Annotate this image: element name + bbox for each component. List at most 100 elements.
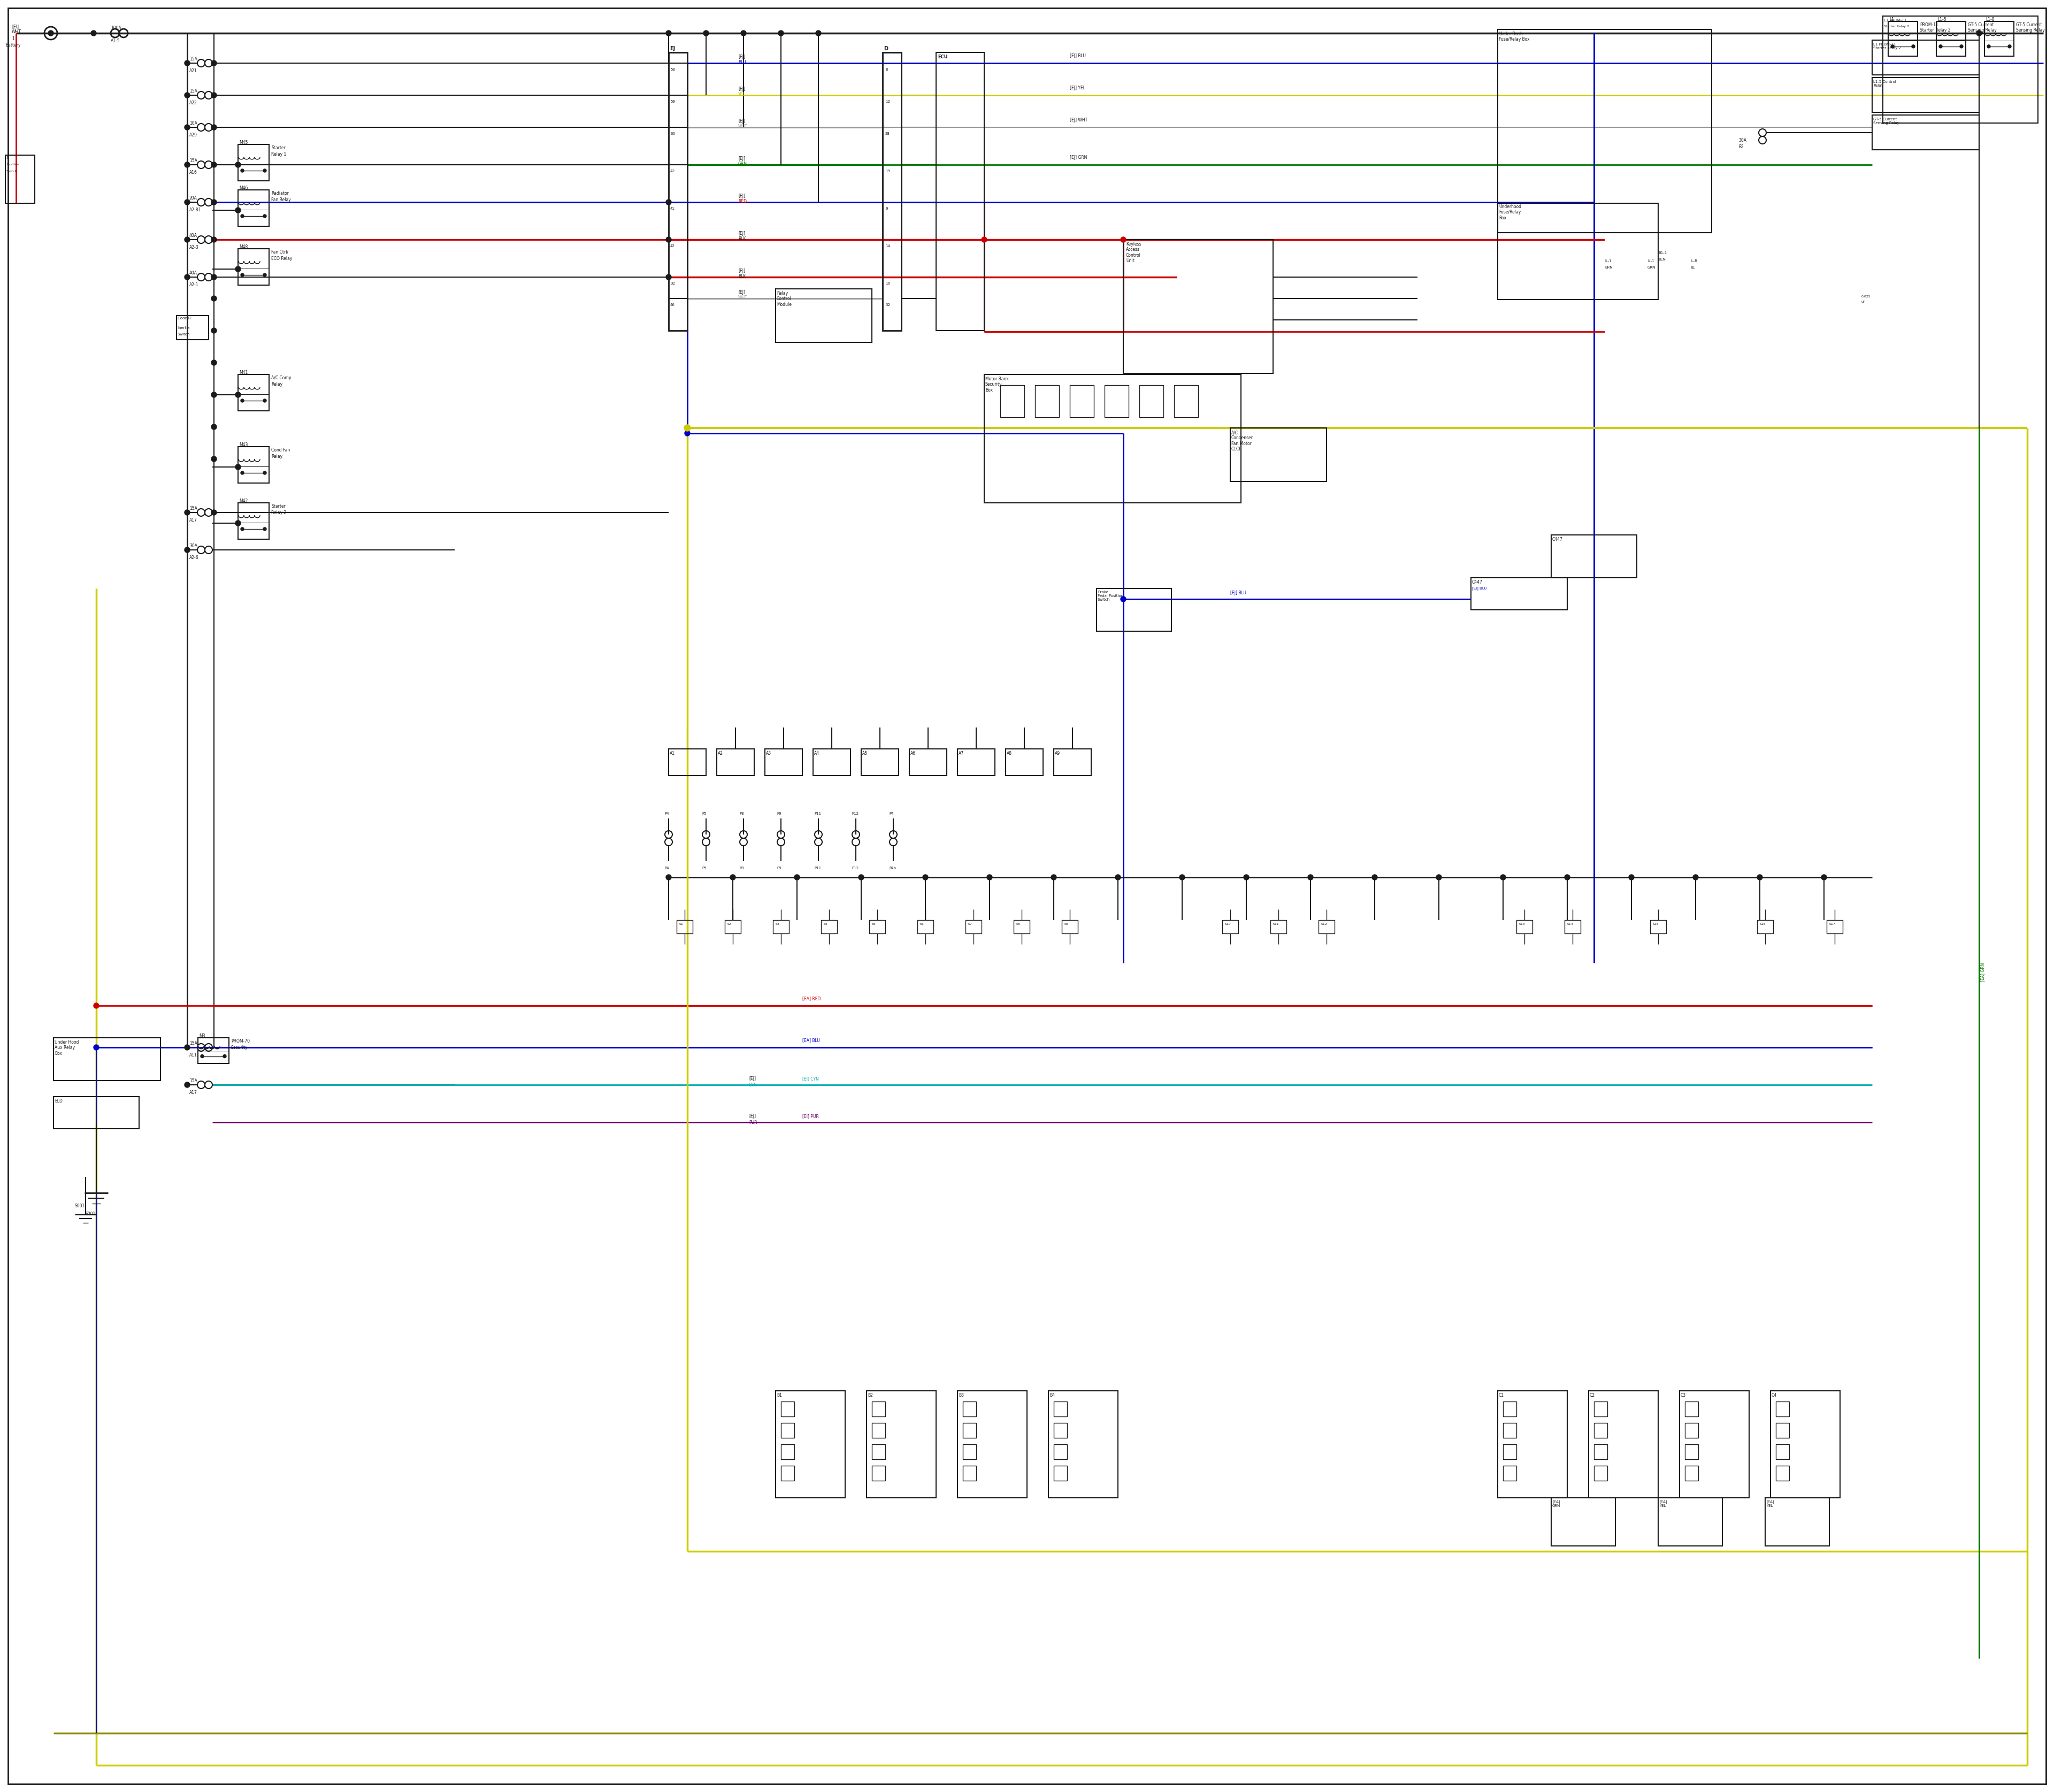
Text: S16: S16 <box>1760 923 1766 925</box>
Text: S3: S3 <box>776 923 781 925</box>
Bar <box>1984 22 2013 56</box>
Bar <box>1871 77 1980 113</box>
Circle shape <box>212 93 216 99</box>
Circle shape <box>922 874 928 880</box>
Text: L1 PROM-11: L1 PROM-11 <box>1884 18 1906 22</box>
Bar <box>1594 1444 1608 1459</box>
Circle shape <box>240 400 244 401</box>
Circle shape <box>212 328 216 333</box>
Circle shape <box>815 30 822 36</box>
Bar <box>238 145 269 181</box>
Text: P4b: P4b <box>889 867 896 869</box>
Text: 10A: 10A <box>189 120 197 125</box>
Bar <box>1035 385 1060 418</box>
Text: GT-5 Current
Sensing Relay: GT-5 Current Sensing Relay <box>1968 23 1996 32</box>
Bar <box>1504 1466 1516 1480</box>
Bar <box>1594 1466 1608 1480</box>
Bar <box>1649 919 1666 934</box>
Text: Ignition: Ignition <box>6 163 18 167</box>
Text: P12: P12 <box>852 812 859 815</box>
Text: WHT: WHT <box>737 296 748 299</box>
Text: 15A: 15A <box>189 158 197 163</box>
Circle shape <box>1121 237 1126 242</box>
Bar <box>1588 1391 1658 1498</box>
Bar <box>1319 919 1335 934</box>
Text: [EI] CYN: [EI] CYN <box>803 1077 820 1081</box>
Bar <box>871 1466 885 1480</box>
Text: P4: P4 <box>663 812 670 815</box>
Text: [EJ]: [EJ] <box>750 1113 756 1118</box>
Circle shape <box>212 509 216 514</box>
Text: A7: A7 <box>959 751 963 756</box>
Text: S2: S2 <box>727 923 731 925</box>
Text: [EA] RED: [EA] RED <box>803 996 822 1002</box>
Bar <box>1777 1466 1789 1480</box>
Text: C4: C4 <box>1771 1392 1777 1398</box>
Text: A4: A4 <box>813 751 820 756</box>
Text: S7: S7 <box>967 923 972 925</box>
Text: S: S <box>6 156 8 159</box>
Circle shape <box>1565 874 1569 880</box>
Text: P9: P9 <box>776 812 781 815</box>
Text: 30A: 30A <box>189 543 197 548</box>
Bar <box>238 504 269 539</box>
Bar <box>1013 919 1029 934</box>
Circle shape <box>795 874 799 880</box>
Circle shape <box>94 1045 99 1050</box>
Circle shape <box>236 161 240 167</box>
Bar <box>963 1401 976 1416</box>
Bar <box>725 919 741 934</box>
Circle shape <box>212 199 216 204</box>
Text: Starter: Starter <box>271 504 286 509</box>
Text: [EJ]: [EJ] <box>737 269 746 274</box>
Text: BRN: BRN <box>1604 265 1612 269</box>
Text: BLK: BLK <box>737 237 746 242</box>
Text: 59: 59 <box>670 100 676 104</box>
Bar <box>937 52 984 330</box>
Bar <box>1551 1498 1614 1546</box>
Text: ECU: ECU <box>939 54 947 59</box>
Text: [EJ]: [EJ] <box>737 231 746 237</box>
Circle shape <box>224 1055 226 1057</box>
Circle shape <box>185 125 189 131</box>
Text: GT-5 Current
Sensing Relay: GT-5 Current Sensing Relay <box>1873 118 1900 125</box>
Text: A9: A9 <box>1056 751 1060 756</box>
Circle shape <box>212 296 216 301</box>
Circle shape <box>185 199 189 204</box>
Bar <box>1516 919 1532 934</box>
Text: 15A: 15A <box>189 57 197 61</box>
Text: A2: A2 <box>717 751 723 756</box>
Bar <box>871 1444 885 1459</box>
Bar <box>1777 1401 1789 1416</box>
Circle shape <box>185 161 189 167</box>
Text: P5: P5 <box>702 812 707 815</box>
Text: A/C
Condenser
Fan Motor
C1Ch: A/C Condenser Fan Motor C1Ch <box>1230 430 1253 452</box>
Bar <box>238 446 269 484</box>
Text: [EJ] YEL: [EJ] YEL <box>1070 86 1085 90</box>
Bar <box>1497 1391 1567 1498</box>
Text: M42: M42 <box>238 498 249 504</box>
Circle shape <box>212 274 216 280</box>
Bar <box>869 919 885 934</box>
Bar <box>1684 1466 1699 1480</box>
Circle shape <box>1372 874 1378 880</box>
Text: [EA] BLU: [EA] BLU <box>803 1038 820 1043</box>
Text: [EJ]: [EJ] <box>737 290 746 294</box>
Circle shape <box>665 274 672 280</box>
Text: L1-5: L1-5 <box>1937 18 1947 22</box>
Text: 28: 28 <box>885 133 889 136</box>
Text: P11: P11 <box>813 867 822 869</box>
Text: C447: C447 <box>1473 581 1483 584</box>
Bar <box>1070 385 1095 418</box>
Text: PROM-11
Starter Relay 2: PROM-11 Starter Relay 2 <box>1920 23 1951 32</box>
Text: [EJ]: [EJ] <box>737 194 746 199</box>
Text: P4: P4 <box>663 867 670 869</box>
Text: A21: A21 <box>189 68 197 73</box>
Bar <box>1551 536 1637 577</box>
Text: Starter: Starter <box>271 145 286 151</box>
Text: A22: A22 <box>189 100 197 106</box>
Text: [EJ] GRN: [EJ] GRN <box>1070 156 1087 159</box>
Circle shape <box>185 93 189 99</box>
Text: Relay: Relay <box>271 382 283 387</box>
Bar <box>1884 16 2038 124</box>
